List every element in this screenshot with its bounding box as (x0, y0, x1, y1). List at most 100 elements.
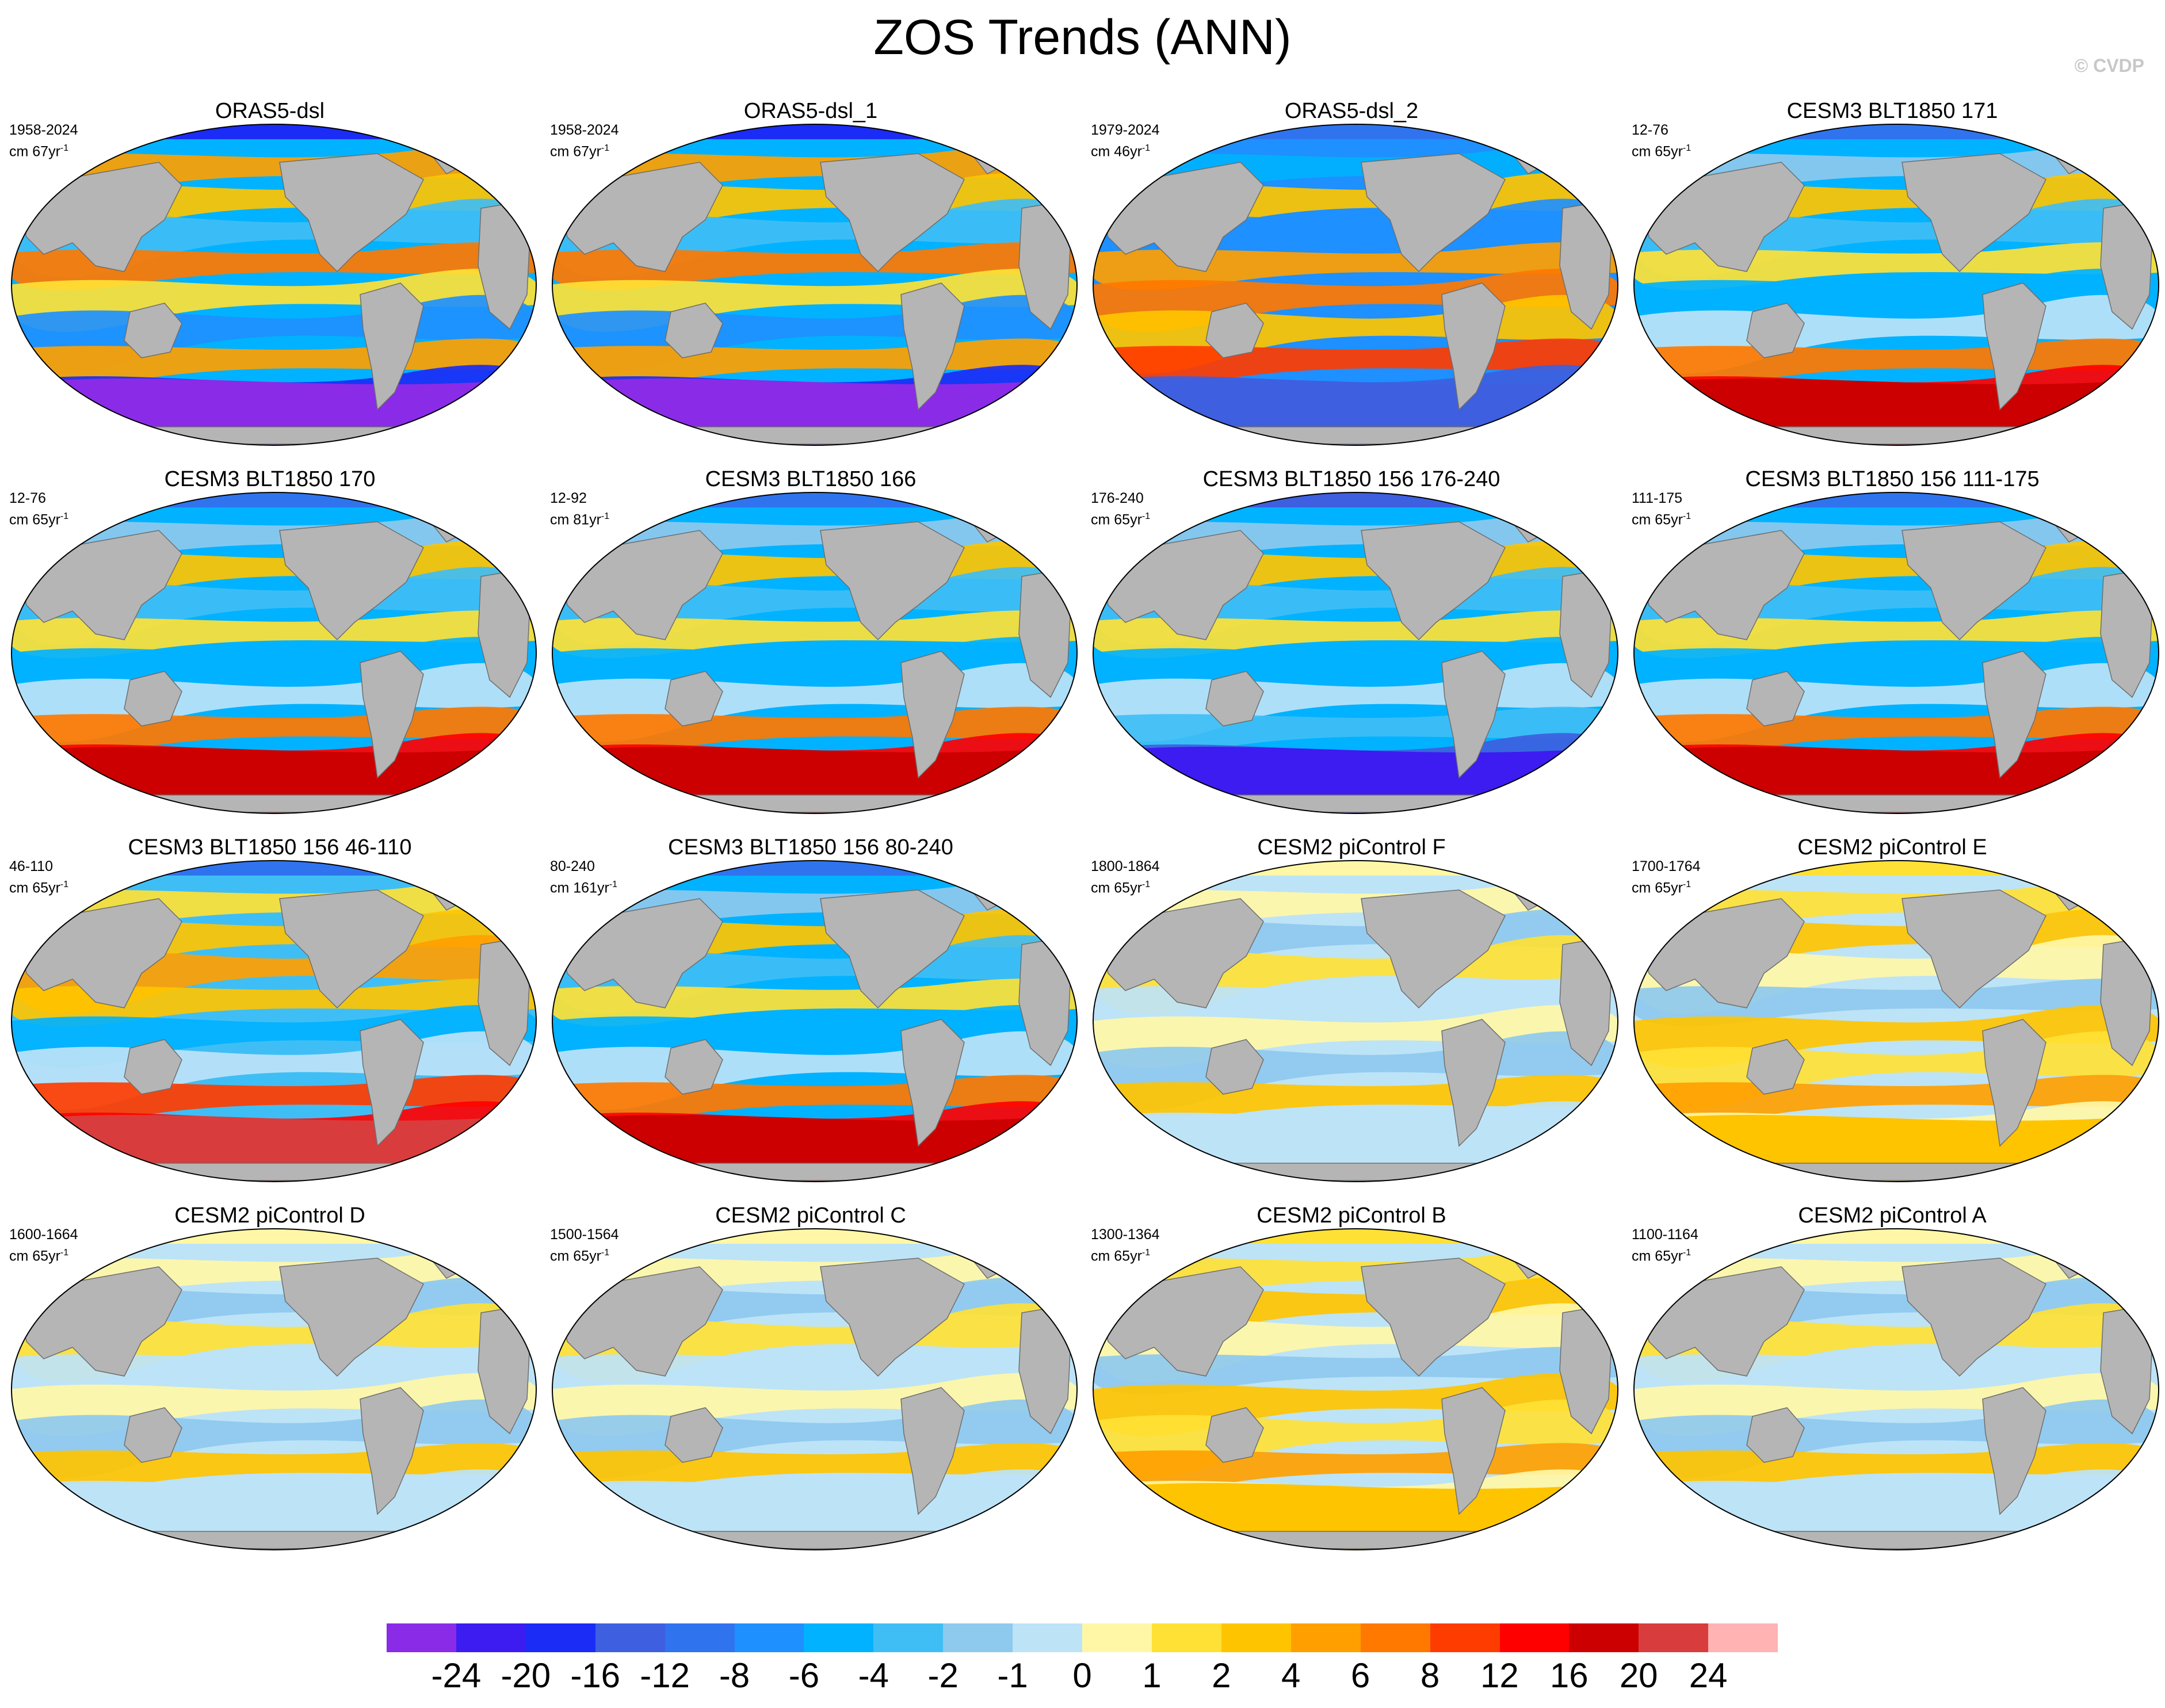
land-mass (124, 303, 182, 358)
panel-title: CESM3 BLT1850 156 176-240 (1202, 467, 1500, 491)
map-panel: CESM3 BLT1850 156 111-175 111-175 cm 65yr-… (1622, 466, 2162, 834)
panel-title: CESM2 piControl D (174, 1203, 365, 1228)
panel-years: 1300-1364 (1091, 1226, 1160, 1243)
trend-band (12, 242, 536, 291)
land-mass (360, 651, 424, 779)
panel-units-text: cm 46yr (1091, 143, 1142, 160)
colorbar-swatch (1290, 1623, 1361, 1652)
map-panel: CESM2 piControl E 1700-1764 cm 65yr-1 (1622, 834, 2162, 1202)
panel-years: 1979-2024 (1091, 122, 1160, 138)
land-mass (89, 1163, 459, 1181)
colorbar-swatch (734, 1623, 804, 1652)
panel-info: 1979-2024 cm 46yr-1 (1091, 121, 1160, 161)
land-mass (1205, 1039, 1264, 1095)
panel-info: 80-240 cm 161yr-1 (550, 857, 617, 897)
panel-units-text: cm 65yr (9, 511, 60, 528)
panel-years: 12-76 (1632, 122, 1668, 138)
panel-units-text: cm 65yr (1091, 880, 1142, 896)
panel-title: CESM2 piControl A (1798, 1203, 1987, 1228)
trend-band (12, 979, 536, 1027)
panel-units-text: cm 161yr (550, 880, 609, 896)
panel-years: 1958-2024 (550, 122, 619, 138)
panel-years: 1800-1864 (1091, 858, 1160, 874)
panel-years: 1958-2024 (9, 122, 78, 138)
land-mass (1441, 1019, 1506, 1147)
map-border (552, 860, 1078, 1182)
panel-units: cm 65yr-1 (1632, 876, 1701, 897)
panel-title: CESM2 piControl E (1797, 835, 1987, 859)
land-mass (360, 282, 424, 411)
panel-units: cm 67yr-1 (550, 139, 619, 161)
panel-years: 80-240 (550, 858, 595, 874)
panel-years: 1600-1664 (9, 1226, 78, 1243)
map-border (552, 124, 1078, 446)
trend-map (1633, 124, 2159, 446)
land-mass (1441, 651, 1506, 779)
panel-info: 1300-1364 cm 65yr-1 (1091, 1225, 1160, 1265)
panel-units-text: cm 67yr (550, 143, 601, 160)
panel-title: CESM3 BLT1850 156 111-175 (1745, 467, 2040, 491)
colorbar-label: 16 (1549, 1656, 1589, 1695)
map-border (1093, 124, 1618, 446)
panel-units-exponent: -1 (1682, 511, 1691, 521)
panel-units-exponent: -1 (601, 143, 610, 153)
panel-info: 1500-1564 cm 65yr-1 (550, 1225, 619, 1265)
panel-units: cm 65yr-1 (1091, 876, 1160, 897)
trend-map (11, 1228, 537, 1550)
panel-units-exponent: -1 (1141, 1248, 1151, 1258)
land-mass (1361, 153, 1506, 273)
panel-title: CESM2 piControl B (1257, 1203, 1446, 1228)
panel-units-exponent: -1 (601, 1248, 610, 1258)
colorbar-swatch (1151, 1623, 1221, 1652)
panel-title: ORAS5-dsl (215, 99, 325, 123)
colorbar-label: -6 (788, 1656, 820, 1695)
trend-band (552, 1347, 1077, 1395)
panel-info: 1600-1664 cm 65yr-1 (9, 1225, 78, 1265)
panel-info: 1800-1864 cm 65yr-1 (1091, 857, 1160, 897)
panel-years: 111-175 (1632, 490, 1683, 506)
map-panel: CESM2 piControl F 1800-1864 cm 65yr-1 (1082, 834, 1621, 1202)
panel-info: 1100-1164 cm 65yr-1 (1632, 1225, 1698, 1265)
map-border (1093, 860, 1618, 1182)
colorbar-label: -16 (570, 1656, 621, 1695)
colorbar-label: -20 (501, 1656, 551, 1695)
colorbar-label: 2 (1212, 1656, 1231, 1695)
colorbar-label: 0 (1072, 1656, 1092, 1695)
land-mass (279, 521, 424, 641)
colorbar-swatch (595, 1623, 665, 1652)
map-border (1093, 492, 1618, 814)
panel-units: cm 65yr-1 (9, 876, 68, 897)
colorbar-swatch (525, 1623, 595, 1652)
panel-info: 1958-2024 cm 67yr-1 (550, 121, 619, 161)
panel-units-exponent: -1 (1141, 143, 1151, 153)
panel-units-text: cm 65yr (1632, 1248, 1683, 1264)
map-panel: CESM3 BLT1850 156 80-240 80-240 cm 161yr-1 (541, 834, 1080, 1202)
land-mass (629, 794, 1000, 813)
land-mass (360, 1019, 424, 1147)
panel-title: ORAS5-dsl_1 (743, 99, 878, 123)
colorbar-swatch (804, 1623, 874, 1652)
panel-info: 12-92 cm 81yr-1 (550, 489, 609, 529)
panel-title: ORAS5-dsl_2 (1284, 99, 1419, 123)
credit-watermark: © CVDP (2074, 55, 2144, 76)
colorbar-swatch (943, 1623, 1013, 1652)
trend-map (552, 492, 1078, 814)
land-mass (1205, 1407, 1264, 1463)
trend-map (1633, 860, 2159, 1182)
panel-title: CESM2 piControl F (1257, 835, 1446, 859)
panel-title: CESM3 BLT1850 156 80-240 (668, 835, 953, 859)
panel-units-text: cm 65yr (1091, 511, 1142, 528)
trend-band (12, 1347, 536, 1395)
panel-info: 46-110 cm 65yr-1 (9, 857, 68, 897)
map-border (11, 124, 537, 446)
colorbar-label: -4 (858, 1656, 889, 1695)
colorbar-swatch (1013, 1623, 1083, 1652)
land-mass (665, 671, 723, 727)
land-mass (360, 1387, 424, 1515)
colorbar-label: 6 (1350, 1656, 1370, 1695)
land-mass (1361, 889, 1506, 1009)
trend-map (11, 860, 537, 1182)
land-mass (1205, 671, 1264, 727)
colorbar-label: -8 (719, 1656, 750, 1695)
colorbar-label: -24 (431, 1656, 482, 1695)
